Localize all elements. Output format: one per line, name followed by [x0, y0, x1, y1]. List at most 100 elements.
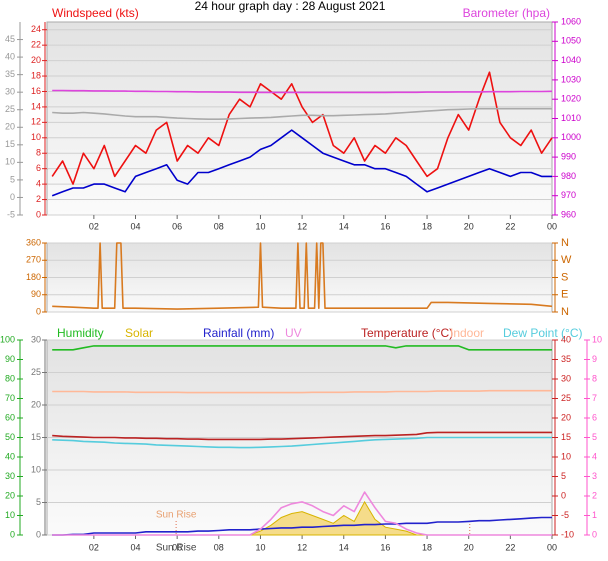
y-tick-label: 45 — [5, 34, 15, 44]
y-tick-label: 100 — [0, 334, 15, 344]
plot-area — [46, 21, 553, 216]
y-tick-label: 22 — [31, 40, 41, 50]
y-tick-label: E — [561, 289, 568, 301]
y-tick-label: 12 — [31, 117, 41, 127]
y-tick-label: 0 — [10, 529, 15, 539]
x-tick-label: 08 — [214, 542, 224, 552]
y-tick-label: 0 — [10, 192, 15, 202]
y-tick-label: 5 — [10, 174, 15, 184]
x-tick-label: 06 — [172, 542, 182, 552]
x-tick-label: 04 — [130, 542, 140, 552]
chart-title: 24 hour graph day : 28 August 2021 — [195, 0, 386, 13]
x-tick-label: 20 — [464, 221, 474, 231]
y-tick-label: 14 — [31, 101, 41, 111]
x-tick-label: 16 — [380, 221, 390, 231]
y-tick-label: 1060 — [561, 16, 581, 26]
y-tick-label: 40 — [5, 51, 15, 61]
y-tick-label: 960 — [561, 209, 576, 219]
y-tick-label: 5 — [36, 497, 41, 507]
y-tick-label: W — [561, 254, 572, 266]
y-tick-label: 1040 — [561, 55, 581, 65]
y-tick-label: 1030 — [561, 74, 581, 84]
y-tick-label: 1000 — [561, 132, 581, 142]
x-tick-label: 02 — [89, 221, 99, 231]
legend-entry: Rainfall (mm) — [203, 326, 274, 340]
line — [52, 89, 553, 94]
y-tick-label: 80 — [5, 373, 15, 383]
y-tick-label: 16 — [31, 86, 41, 96]
x-tick-label: 14 — [339, 542, 349, 552]
line — [52, 389, 552, 394]
legend-entry: UV — [285, 326, 302, 340]
y-tick-label: 20 — [5, 122, 15, 132]
y-tick-label: 1050 — [561, 36, 581, 46]
line — [52, 431, 552, 441]
y-tick-label: N — [561, 237, 569, 249]
y-tick-label: 5 — [561, 471, 566, 481]
y-tick-label: 10 — [31, 464, 41, 474]
y-tick-label: 4 — [36, 178, 41, 188]
y-tick-label: 25 — [31, 367, 41, 377]
x-tick-label: 10 — [255, 542, 265, 552]
y-tick-label: 40 — [5, 451, 15, 461]
y-tick-label: 10 — [31, 132, 41, 142]
y-tick-label: 20 — [5, 490, 15, 500]
y-tick-label: 60 — [5, 412, 15, 422]
y-tick-label: 180 — [26, 272, 41, 282]
y-tick-label: 10 — [592, 334, 602, 344]
y-tick-label: -5 — [7, 209, 15, 219]
y-tick-label: 30 — [31, 334, 41, 344]
y-tick-label: 25 — [561, 393, 571, 403]
y-tick-label: 30 — [561, 373, 571, 383]
line — [52, 242, 553, 310]
y-tick-label: 50 — [5, 432, 15, 442]
y-tick-label: 3 — [592, 471, 597, 481]
y-tick-label: 35 — [5, 69, 15, 79]
y-tick-label: N — [561, 306, 569, 318]
y-tick-label: 20 — [31, 55, 41, 65]
y-tick-label: 990 — [561, 151, 576, 161]
y-tick-label: 90 — [31, 289, 41, 299]
line — [52, 345, 552, 351]
x-tick-label: 22 — [505, 221, 515, 231]
y-tick-label: 1020 — [561, 94, 581, 104]
y-tick-label: 7 — [592, 393, 597, 403]
y-tick-label: 20 — [31, 399, 41, 409]
x-tick-label: 16 — [380, 542, 390, 552]
x-tick-label: 00 — [547, 221, 557, 231]
x-tick-label: 08 — [214, 221, 224, 231]
y-tick-label: 1010 — [561, 113, 581, 123]
line — [52, 436, 552, 449]
x-tick-label: 02 — [89, 542, 99, 552]
y-tick-label: 0 — [561, 490, 566, 500]
x-tick-label: 10 — [255, 221, 265, 231]
y-tick-label: 270 — [26, 255, 41, 265]
y-tick-label: 15 — [5, 139, 15, 149]
y-tick-label: 10 — [5, 510, 15, 520]
y-tick-label: 8 — [36, 148, 41, 158]
y-tick-label: 24 — [31, 24, 41, 34]
annotation: Sun Rise — [156, 510, 197, 521]
y-tick-label: 15 — [561, 432, 571, 442]
line — [52, 107, 552, 120]
y-tick-label: 25 — [5, 104, 15, 114]
y-tick-label: 0 — [36, 209, 41, 219]
y-tick-label: 4 — [592, 451, 597, 461]
y-tick-label: 18 — [31, 70, 41, 80]
y-tick-label: -5 — [561, 510, 569, 520]
x-tick-label: 12 — [297, 221, 307, 231]
x-tick-label: 14 — [339, 221, 349, 231]
y-tick-label: 30 — [5, 87, 15, 97]
x-tick-label: 12 — [297, 542, 307, 552]
line — [52, 516, 552, 536]
x-tick-label: 18 — [422, 221, 432, 231]
y-tick-label: 0 — [36, 529, 41, 539]
y-tick-label: 360 — [26, 237, 41, 247]
legend-entry: Windspeed (kts) — [52, 6, 139, 20]
legend-entry: Solar — [125, 326, 153, 340]
y-tick-label: 970 — [561, 190, 576, 200]
y-tick-label: 2 — [36, 194, 41, 204]
y-tick-label: 70 — [5, 393, 15, 403]
y-tick-label: 0 — [592, 529, 597, 539]
